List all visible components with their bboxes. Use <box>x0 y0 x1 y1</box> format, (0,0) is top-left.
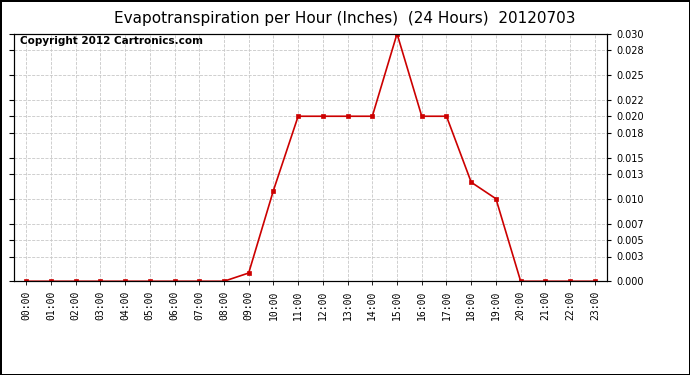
Text: Evapotranspiration per Hour (Inches)  (24 Hours)  20120703: Evapotranspiration per Hour (Inches) (24… <box>115 11 575 26</box>
Text: Copyright 2012 Cartronics.com: Copyright 2012 Cartronics.com <box>20 36 203 46</box>
